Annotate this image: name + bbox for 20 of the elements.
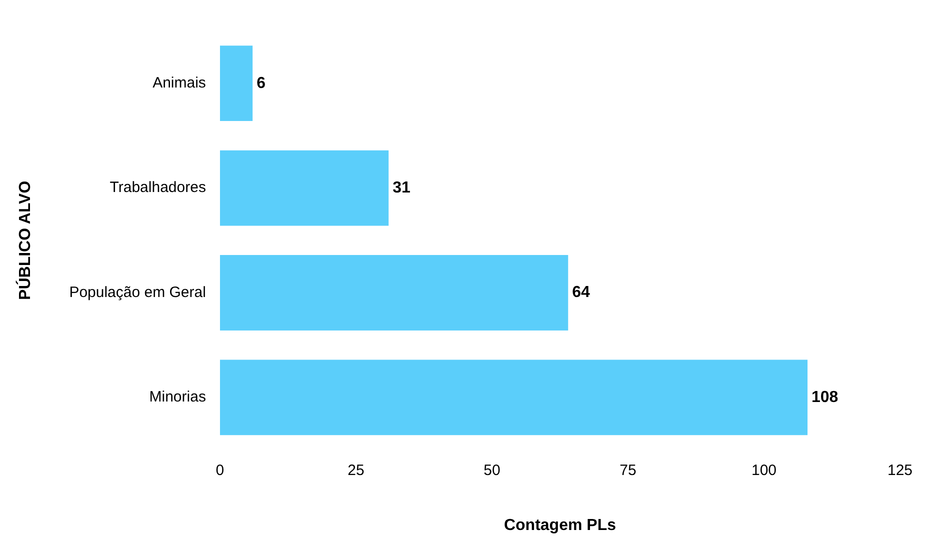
- bar: [220, 46, 253, 122]
- data-label: 31: [392, 179, 410, 196]
- bar: [220, 255, 568, 330]
- bar: [220, 360, 808, 436]
- y-tick-label: Trabalhadores: [110, 179, 206, 196]
- x-axis-title: Contagem PLs: [504, 516, 616, 534]
- y-tick-label: Minorias: [149, 388, 206, 406]
- bar: [220, 150, 389, 226]
- data-label: 108: [812, 388, 838, 406]
- x-tick-label: 75: [620, 462, 636, 479]
- x-tick-label: 0: [216, 462, 224, 479]
- y-axis-title: PÚBLICO ALVO: [15, 180, 34, 300]
- data-label: 64: [572, 284, 590, 302]
- y-tick-label: População em Geral: [69, 284, 206, 301]
- x-tick-label: 50: [484, 462, 500, 479]
- x-tick-label: 125: [887, 462, 913, 479]
- x-tick-label: 25: [348, 462, 364, 479]
- x-tick-label: 100: [751, 462, 777, 479]
- y-tick-label: Animais: [152, 74, 206, 92]
- data-label: 6: [256, 74, 266, 92]
